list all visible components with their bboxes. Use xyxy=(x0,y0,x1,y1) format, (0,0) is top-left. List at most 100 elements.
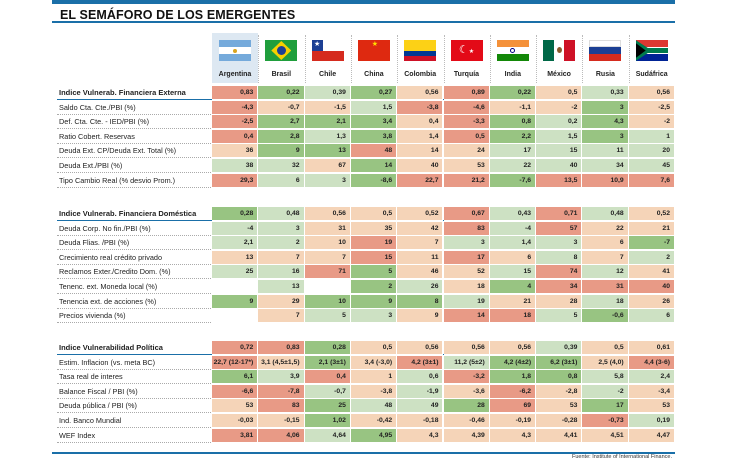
column-separator xyxy=(350,35,352,83)
value-cell: -0,28 xyxy=(536,414,583,428)
value-cell: -7,8 xyxy=(258,384,305,399)
section-header-row: Indice Vulnerabilidad Política 0,72 0,83 0,… xyxy=(57,341,675,355)
value-cell: -3,4 xyxy=(628,384,675,399)
value-cell: 22,7 (12-17*) xyxy=(212,355,259,370)
value-cell: 26 xyxy=(628,294,675,309)
value-cell: 16 xyxy=(258,265,305,280)
value-cell: 8 xyxy=(397,294,444,309)
india-flag-icon xyxy=(496,40,529,61)
value-cell: 8 xyxy=(536,250,583,265)
value-cell: -0,15 xyxy=(258,414,305,428)
row-label: Deuda Ext. CP/Deuda Ext. Total (%) xyxy=(59,146,177,156)
value-cell: 42 xyxy=(397,221,444,236)
value-cell: 0,52 xyxy=(397,207,444,221)
value-cell: 3 xyxy=(536,236,583,251)
value-cell: 38 xyxy=(212,159,259,173)
column-separator xyxy=(582,35,584,83)
row-label: Deuda Flias. /PBI (%) xyxy=(59,238,130,248)
table-row: Deuda pública / PBI (%) 53 83 25 48 49 28 69 53 1… xyxy=(57,399,675,414)
value-cell: 45 xyxy=(628,159,675,173)
row-label: Tipo Cambio Real (% desvio Prom.) xyxy=(59,175,176,185)
value-cell: 3 xyxy=(443,236,490,251)
value-cell: 25 xyxy=(304,399,351,414)
country-header: China xyxy=(364,71,384,78)
china-flag-cell: ★ xyxy=(351,40,397,84)
row-label: Indice Vulnerab. Financiera Externa xyxy=(59,88,186,97)
value-cell: 10 xyxy=(304,236,351,251)
value-cell: 14 xyxy=(443,309,490,324)
value-cell: 9 xyxy=(397,309,444,324)
value-cell: 48 xyxy=(350,399,398,414)
value-cell: 22,7 xyxy=(397,173,444,188)
value-cell: 49 xyxy=(397,399,444,414)
row-label: Deuda pública / PBI (%) xyxy=(59,401,137,411)
value-cell: -3,2 xyxy=(443,370,490,385)
value-cell: 0,56 xyxy=(397,86,444,100)
value-cell: 13,5 xyxy=(536,173,583,188)
value-cell: 0,61 xyxy=(628,341,675,355)
value-cell: 34 xyxy=(536,280,583,294)
turkey-flag-cell: ☾★ xyxy=(444,40,490,84)
value-cell: 4,95 xyxy=(350,428,398,443)
value-cell: 21 xyxy=(489,294,537,309)
row-label: Precios vivienda (%) xyxy=(59,311,126,321)
value-cell: 3,8 xyxy=(350,129,398,144)
value-cell: 3 xyxy=(582,129,629,144)
value-cell: 0,56 xyxy=(489,341,537,355)
argentina-flag-icon xyxy=(219,40,251,61)
value-cell: 24 xyxy=(443,144,490,159)
value-cell: 4,64 xyxy=(304,428,351,443)
value-cell: 2,1 xyxy=(212,236,259,251)
value-cell: -0,42 xyxy=(350,414,398,428)
value-cell: 6 xyxy=(489,250,537,265)
value-cell: 17 xyxy=(443,250,490,265)
colombia-flag-icon xyxy=(404,40,437,61)
value-cell: 10,9 xyxy=(582,173,629,188)
value-cell: 0,2 xyxy=(536,115,583,130)
value-cell: 0,19 xyxy=(628,414,675,428)
page-title: EL SEMÁFORO DE LOS EMERGENTES xyxy=(60,8,296,22)
brazil-flag-icon xyxy=(265,40,298,61)
value-cell: 2 xyxy=(258,236,305,251)
value-cell: 7,6 xyxy=(628,173,675,188)
china-flag-icon: ★ xyxy=(357,40,390,61)
value-cell: -1,5 xyxy=(304,100,351,115)
source-note: Fuente: Institute of International Finan… xyxy=(572,454,672,460)
value-cell: 22 xyxy=(489,159,537,173)
row-label: Tenencia ext. de acciones (%) xyxy=(59,296,157,306)
value-cell: 1,5 xyxy=(350,100,398,115)
column-separator xyxy=(258,35,260,83)
value-cell: 3,1 (4,5±1,5) xyxy=(258,355,305,370)
value-cell: 57 xyxy=(536,221,583,236)
country-header: Colombia xyxy=(404,71,437,78)
mexico-flag-icon xyxy=(543,40,576,61)
value-cell: 5,8 xyxy=(582,370,629,385)
value-cell: 1,5 xyxy=(536,129,583,144)
country-header: Brasil xyxy=(271,71,292,78)
argentina-flag-cell xyxy=(212,40,258,84)
value-cell: 0,5 xyxy=(350,207,398,221)
value-cell: 17 xyxy=(582,399,629,414)
value-cell: 0,52 xyxy=(628,207,675,221)
value-cell: 18 xyxy=(582,294,629,309)
value-cell: -3,3 xyxy=(443,115,490,130)
value-cell: 12 xyxy=(582,265,629,280)
south-africa-flag-cell xyxy=(629,40,675,84)
row-label: Deuda Corp. No fin./PBI (%) xyxy=(59,223,151,233)
value-cell: 9 xyxy=(212,294,259,309)
value-cell: 0,6 xyxy=(397,370,444,385)
value-cell xyxy=(212,280,259,294)
value-cell: 4,2 (4±2) xyxy=(489,355,537,370)
value-cell: 29 xyxy=(258,294,305,309)
value-cell: -2 xyxy=(536,100,583,115)
value-cell: 0,56 xyxy=(628,86,675,100)
row-label: Ind. Banco Mundial xyxy=(59,416,122,425)
value-cell: -8,6 xyxy=(350,173,398,188)
value-cell: 3,4 (-3,0) xyxy=(350,355,398,370)
value-cell: 11 xyxy=(582,144,629,159)
value-cell: 4 xyxy=(489,280,537,294)
value-cell: 0,56 xyxy=(304,207,351,221)
value-cell: 2,5 (4,0) xyxy=(582,355,629,370)
value-cell: 83 xyxy=(443,221,490,236)
value-cell: 15 xyxy=(536,144,583,159)
